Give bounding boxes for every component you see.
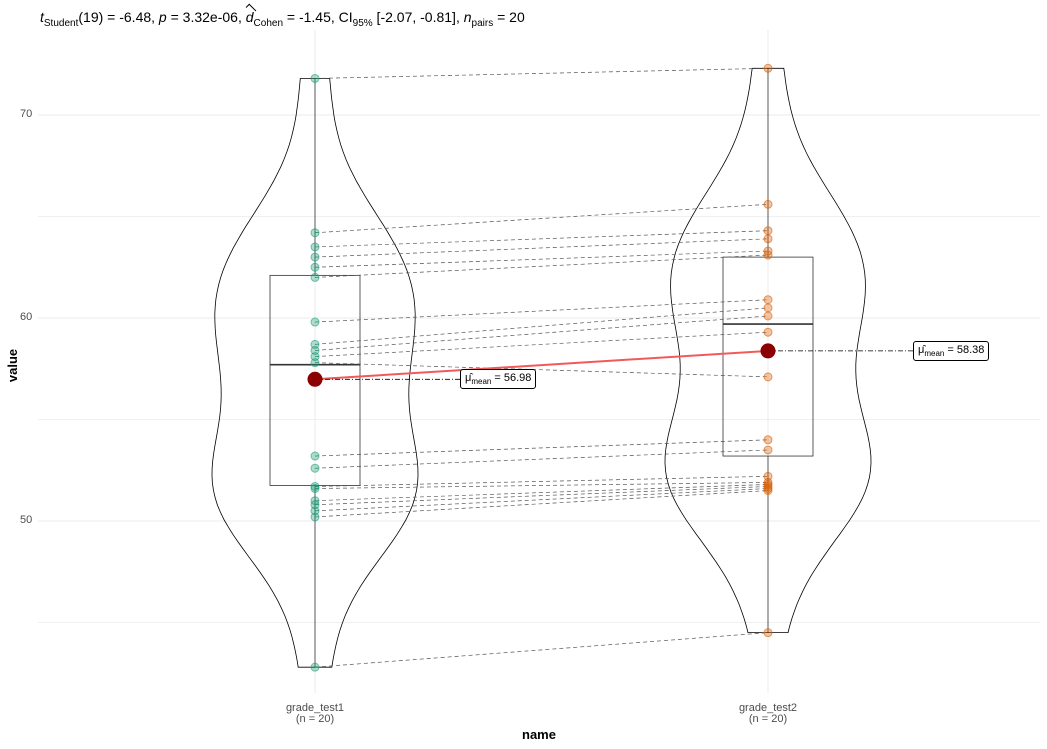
data-point [763, 628, 773, 638]
pair-line [314, 449, 769, 469]
y-tick-label: 60 [20, 311, 33, 323]
data-point [763, 372, 773, 382]
data-point [310, 358, 320, 368]
data-point [310, 463, 320, 473]
data-point [310, 339, 320, 349]
pair-line [314, 439, 769, 457]
mean-connector [314, 349, 769, 381]
pair-line [314, 488, 769, 512]
data-points [310, 63, 773, 672]
pair-line [314, 307, 769, 345]
pair-line [314, 475, 769, 487]
violin-grade_test2 [664, 67, 872, 633]
pair-line [314, 486, 769, 506]
data-point [763, 295, 773, 305]
x-tick-label: grade_test1 (n = 20) [285, 702, 345, 725]
data-point [763, 303, 773, 313]
pair-line [314, 482, 769, 489]
data-point [763, 486, 773, 496]
y-tick-label: 50 [20, 514, 33, 526]
mean-label-grade_test1: μ̂mean = 56.98 [460, 369, 537, 390]
data-point [310, 662, 320, 672]
data-point [310, 252, 320, 262]
pair-line [314, 362, 769, 378]
pair-line [314, 484, 769, 502]
pair-line [314, 254, 769, 278]
boxplots [269, 68, 814, 668]
data-point [763, 199, 773, 209]
pair-line [314, 203, 769, 234]
data-point [763, 445, 773, 455]
mean-label-grade_test2: μ̂mean = 58.38 [913, 340, 990, 362]
pair-line [314, 230, 769, 248]
pair-line [314, 331, 769, 357]
data-point [310, 451, 320, 461]
x-axis-title: name [522, 727, 556, 742]
mean-point [307, 371, 323, 387]
data-point [763, 234, 773, 244]
data-point [310, 345, 320, 355]
data-point [763, 63, 773, 73]
data-point [310, 506, 320, 516]
box-grade_test1 [269, 274, 361, 486]
chart-subtitle: tStudent(19) = -6.48, p = 3.32e-06, dCoh… [40, 9, 525, 29]
data-point [763, 327, 773, 337]
data-point [763, 226, 773, 236]
pair-line [314, 632, 769, 668]
data-point [310, 73, 320, 83]
grid-lines [38, 30, 1040, 693]
data-point [763, 311, 773, 321]
data-point [763, 435, 773, 445]
box-grade_test2 [722, 256, 814, 457]
data-point [310, 272, 320, 282]
data-point [310, 352, 320, 362]
data-point [310, 262, 320, 272]
paired-lines [314, 67, 769, 668]
mean-point [760, 343, 776, 359]
pair-line [314, 299, 769, 323]
data-point [310, 500, 320, 510]
data-point [310, 484, 320, 494]
pair-line [314, 238, 769, 258]
pair-line [314, 250, 769, 268]
pair-line [314, 67, 769, 79]
violin-grade_test1 [211, 78, 419, 668]
pair-line [314, 315, 769, 351]
violins [211, 67, 872, 668]
pair-line [314, 490, 769, 518]
y-axis-title: value [5, 348, 21, 383]
x-tick-label: grade_test2 (n = 20) [738, 702, 798, 725]
data-point [310, 228, 320, 238]
data-point [763, 250, 773, 260]
data-point [310, 242, 320, 252]
data-point [310, 512, 320, 522]
data-point [310, 317, 320, 327]
y-tick-label: 70 [20, 108, 33, 120]
mean-markers [307, 343, 913, 387]
